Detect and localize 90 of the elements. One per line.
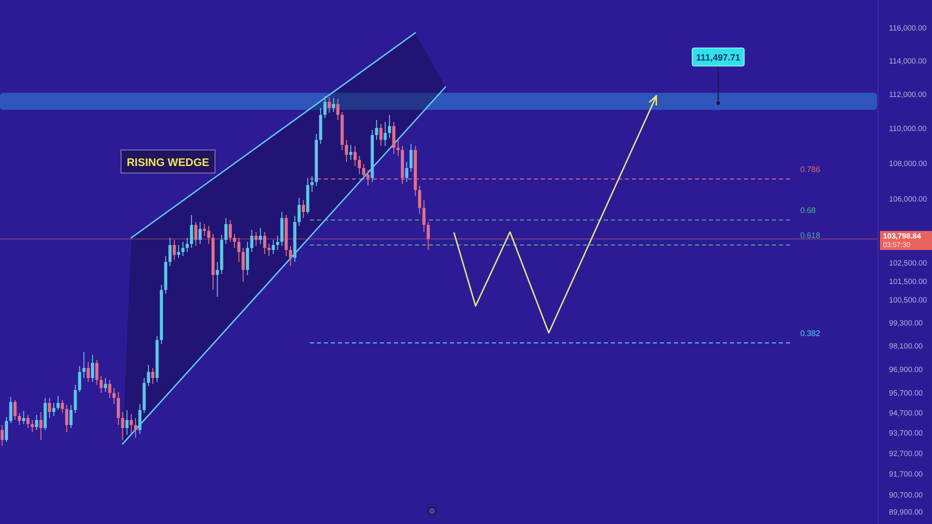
candlestick <box>26 414 30 429</box>
candlestick <box>288 245 292 266</box>
candlestick <box>267 243 271 256</box>
candlestick <box>60 400 64 414</box>
candlestick <box>280 211 284 246</box>
candlestick <box>207 226 210 244</box>
candlestick <box>151 368 154 384</box>
candlestick <box>202 224 206 236</box>
candlestick <box>52 402 56 416</box>
candlestick <box>130 414 133 434</box>
candlestick <box>90 354 94 382</box>
candlestick <box>181 241 184 256</box>
candlestick <box>69 404 73 429</box>
annotation: 0.382 <box>800 328 821 338</box>
candlestick <box>272 239 275 254</box>
candlestick <box>250 230 254 252</box>
annotation: 0.618 <box>800 230 821 240</box>
candlestick <box>82 352 86 378</box>
candlestick <box>254 232 258 246</box>
candlestick <box>310 176 314 192</box>
candlestick <box>86 361 90 382</box>
candlestick <box>198 222 202 244</box>
candlestick <box>22 410 26 424</box>
candlestick <box>384 121 387 146</box>
annotation: RISING WEDGE <box>126 157 210 169</box>
candlestick <box>396 139 400 156</box>
candlestick <box>39 412 42 440</box>
annotation: 0.68 <box>800 206 816 216</box>
candlestick <box>48 398 52 418</box>
candlestick <box>116 392 120 426</box>
candlestick <box>104 378 107 392</box>
candlestick <box>168 237 172 266</box>
candlestick <box>332 98 336 112</box>
candlestick <box>228 220 232 242</box>
candlestick <box>177 244 180 258</box>
candlestick <box>56 396 60 410</box>
candlestick <box>112 388 116 404</box>
candlestick <box>190 214 194 248</box>
candlestick <box>186 237 189 252</box>
candlestick <box>366 170 370 186</box>
candlestick <box>146 364 150 387</box>
candlestick <box>246 241 250 276</box>
candlestick <box>422 200 426 232</box>
candlestick <box>426 222 430 250</box>
candlestick <box>233 234 236 248</box>
candlestick <box>224 218 228 244</box>
candlestick <box>392 121 396 154</box>
candlestick <box>354 146 357 166</box>
candlestick <box>418 185 422 214</box>
candlestick <box>138 404 142 434</box>
candlestick <box>379 124 382 146</box>
candlestick <box>95 360 98 386</box>
candlestick <box>405 161 408 182</box>
candlestick <box>258 228 262 244</box>
candlestick <box>100 376 103 394</box>
annotation: 111,497.71 <box>696 52 740 62</box>
candlestick <box>14 400 17 420</box>
candlestick <box>194 222 198 246</box>
candlestick <box>328 96 331 114</box>
candlestick <box>216 262 219 298</box>
annotation: 0.786 <box>800 164 821 174</box>
candlestick <box>74 384 77 414</box>
candlestick <box>237 237 240 262</box>
candlestick <box>409 143 413 172</box>
candlestick <box>263 232 266 254</box>
candlestick <box>4 416 8 442</box>
candlestick <box>358 155 361 174</box>
candlestick <box>9 396 12 424</box>
candlestick <box>108 380 112 398</box>
candlestick <box>172 239 176 260</box>
candlestick <box>298 197 301 226</box>
candlestick <box>30 420 34 433</box>
candlestick <box>0 424 4 446</box>
candlestick <box>323 95 326 118</box>
candlestick <box>18 412 21 426</box>
candlestick <box>65 404 68 433</box>
candlestick <box>78 366 82 392</box>
candlestick <box>242 247 245 282</box>
candlestick <box>121 412 124 440</box>
candlestick <box>349 144 352 160</box>
candlestick <box>344 139 348 162</box>
candlestick <box>125 410 129 436</box>
candlestick <box>302 200 305 218</box>
candlestick <box>388 114 392 138</box>
candlestick <box>375 120 378 140</box>
candlestick <box>362 164 366 180</box>
candlestick <box>35 414 38 431</box>
candlestick <box>134 418 138 438</box>
candlestick <box>276 235 280 250</box>
candlestick <box>336 98 340 120</box>
